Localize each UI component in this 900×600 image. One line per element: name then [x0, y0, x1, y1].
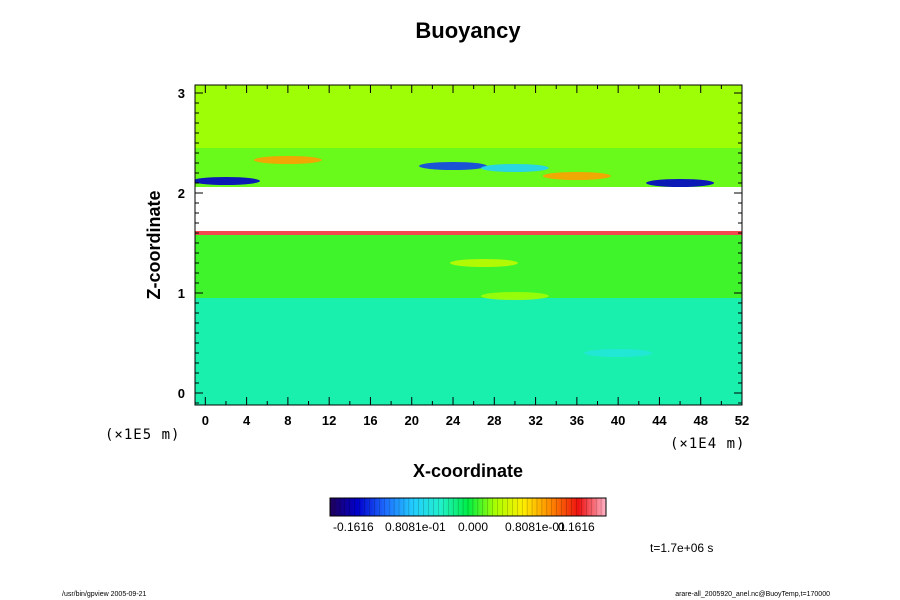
time-label: t=1.7e+06 s	[650, 541, 713, 555]
colorbar-label-group: -0.1616 0.8081e-01 0.000 0.8081e-010.1616	[333, 520, 595, 534]
field-lower-layer	[195, 298, 742, 405]
heatmap-field	[195, 85, 742, 405]
x-tick-label: 48	[693, 413, 707, 428]
y-axis-label: Z-coordinate	[144, 190, 164, 299]
colorbar-label: -0.1616	[333, 520, 374, 534]
x-tick-label: 4	[243, 413, 251, 428]
feature-1	[480, 164, 549, 172]
x-tick-label: 40	[611, 413, 625, 428]
y-axis: 0 1 2 3	[178, 86, 742, 404]
feature-6	[449, 259, 518, 267]
x-tick-label: 20	[405, 413, 419, 428]
x-tick-label: 36	[570, 413, 584, 428]
x-tick-label: 12	[322, 413, 336, 428]
feature-4	[646, 179, 715, 187]
field-upper-layer	[195, 85, 742, 148]
y-tick-label: 0	[178, 386, 185, 401]
feature-7	[480, 292, 549, 300]
y-tick-label: 2	[178, 186, 185, 201]
x-axis: 0 4 8 12 16 20 24 28 32 36 40 44 48 52	[202, 85, 749, 428]
heatmap-features	[195, 156, 715, 357]
y-tick-label: 1	[178, 286, 185, 301]
colorbar-gradient	[330, 498, 606, 516]
colorbar-label: 0.000	[458, 520, 488, 534]
field-data-gap	[195, 187, 742, 231]
feature-0	[419, 162, 488, 170]
x-axis-unit: (×1E4 m)	[670, 436, 745, 452]
x-tick-label: 8	[284, 413, 291, 428]
colorbar-label: 0.8081e-01	[385, 520, 446, 534]
x-tick-label: 44	[652, 413, 667, 428]
feature-8	[584, 349, 653, 357]
feature-3	[542, 172, 611, 180]
y-tick-label: 3	[178, 86, 185, 101]
colorbar-stripes	[334, 498, 602, 516]
y-axis-unit: (×1E5 m)	[105, 427, 180, 443]
colorbar-labels: -0.1616 0.8081e-01 0.000 0.8081e-010.1616	[333, 520, 595, 534]
x-tick-label: 16	[363, 413, 377, 428]
footer-command: /usr/bin/gpview 2005-09-21	[62, 591, 147, 598]
x-tick-label: 32	[528, 413, 542, 428]
x-tick-label: 0	[202, 413, 209, 428]
colorbar-label: 0.1616	[558, 520, 595, 534]
chart-title: Buoyancy	[415, 18, 521, 43]
feature-2	[253, 156, 322, 164]
field-inversion-band	[195, 231, 742, 235]
footer-source: arare-all_2005920_anel.nc@BuoyTemp,t=170…	[675, 591, 830, 598]
feature-5	[195, 177, 260, 185]
colorbar-frame	[329, 497, 607, 517]
x-tick-label: 52	[735, 413, 749, 428]
x-tick-label: 28	[487, 413, 501, 428]
x-tick-label: 24	[446, 413, 461, 428]
x-axis-label: X-coordinate	[413, 461, 523, 481]
colorbar-label: 0.8081e-01	[505, 520, 566, 534]
plot-frame	[194, 84, 743, 406]
colorbar: -0.1616 0.8081e-01 0.000 0.8081e-010.1616	[329, 497, 607, 534]
